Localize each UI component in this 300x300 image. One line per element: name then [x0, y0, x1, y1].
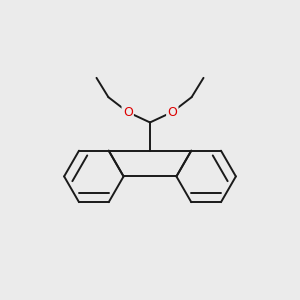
Text: O: O [123, 106, 133, 118]
Text: O: O [167, 106, 177, 118]
